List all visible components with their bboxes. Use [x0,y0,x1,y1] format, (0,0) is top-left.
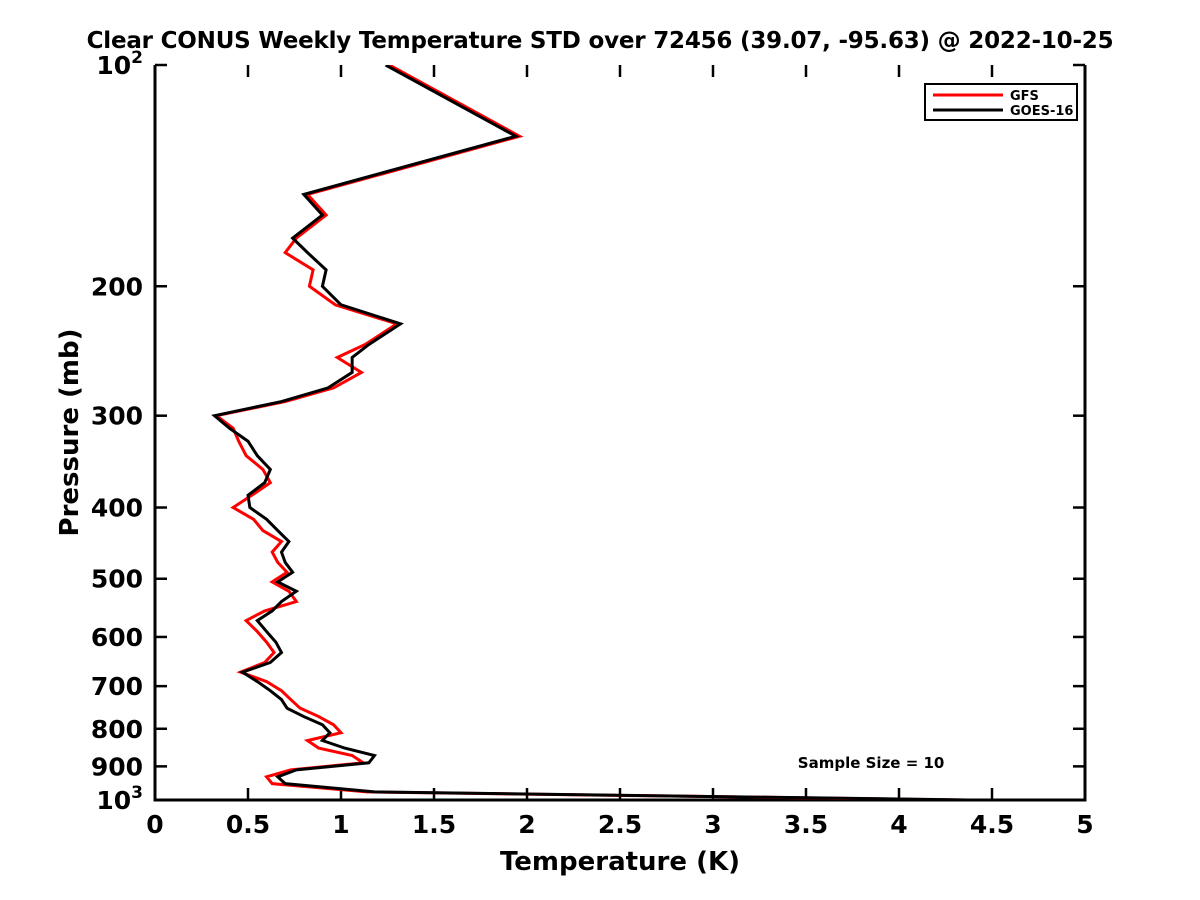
y-tick-label-9: 103 [96,783,143,815]
y-tick-label-4: 500 [91,565,143,594]
x-tick-label-0: 0 [146,810,163,839]
legend-box [924,83,1078,121]
page-title: Clear CONUS Weekly Temperature STD over … [86,28,1114,54]
x-tick-label-2: 1 [332,810,349,839]
x-tick-label-3: 1.5 [412,810,456,839]
y-tick-label-8: 900 [91,752,143,781]
x-axis-title: Temperature (K) [500,847,740,877]
y-tick-label-5: 600 [91,623,143,652]
annotation-sample-size: Sample Size = 10 [798,754,945,772]
x-tick-label-9: 4.5 [970,810,1014,839]
legend-label-1: GOES-16 [1010,104,1073,119]
x-tick-label-10: 5 [1076,810,1093,839]
y-tick-label-3: 400 [91,494,143,523]
y-tick-label-0: 102 [96,48,143,80]
x-tick-label-6: 3 [704,810,721,839]
legend-label-0: GFS [1010,89,1039,104]
x-tick-label-5: 2.5 [598,810,642,839]
y-axis-title: Pressure (mb) [55,329,85,537]
x-tick-label-7: 3.5 [784,810,828,839]
series-line-goes-16 [211,65,970,800]
y-tick-label-1: 200 [91,272,143,301]
y-tick-label-6: 700 [91,672,143,701]
x-tick-label-4: 2 [518,810,535,839]
y-tick-label-7: 800 [91,715,143,744]
x-tick-label-1: 0.5 [226,810,270,839]
x-tick-label-8: 4 [890,810,907,839]
y-tick-label-2: 300 [91,402,143,431]
series-group [211,65,970,800]
plot-frame [153,65,1087,802]
series-line-gfs [212,65,963,800]
